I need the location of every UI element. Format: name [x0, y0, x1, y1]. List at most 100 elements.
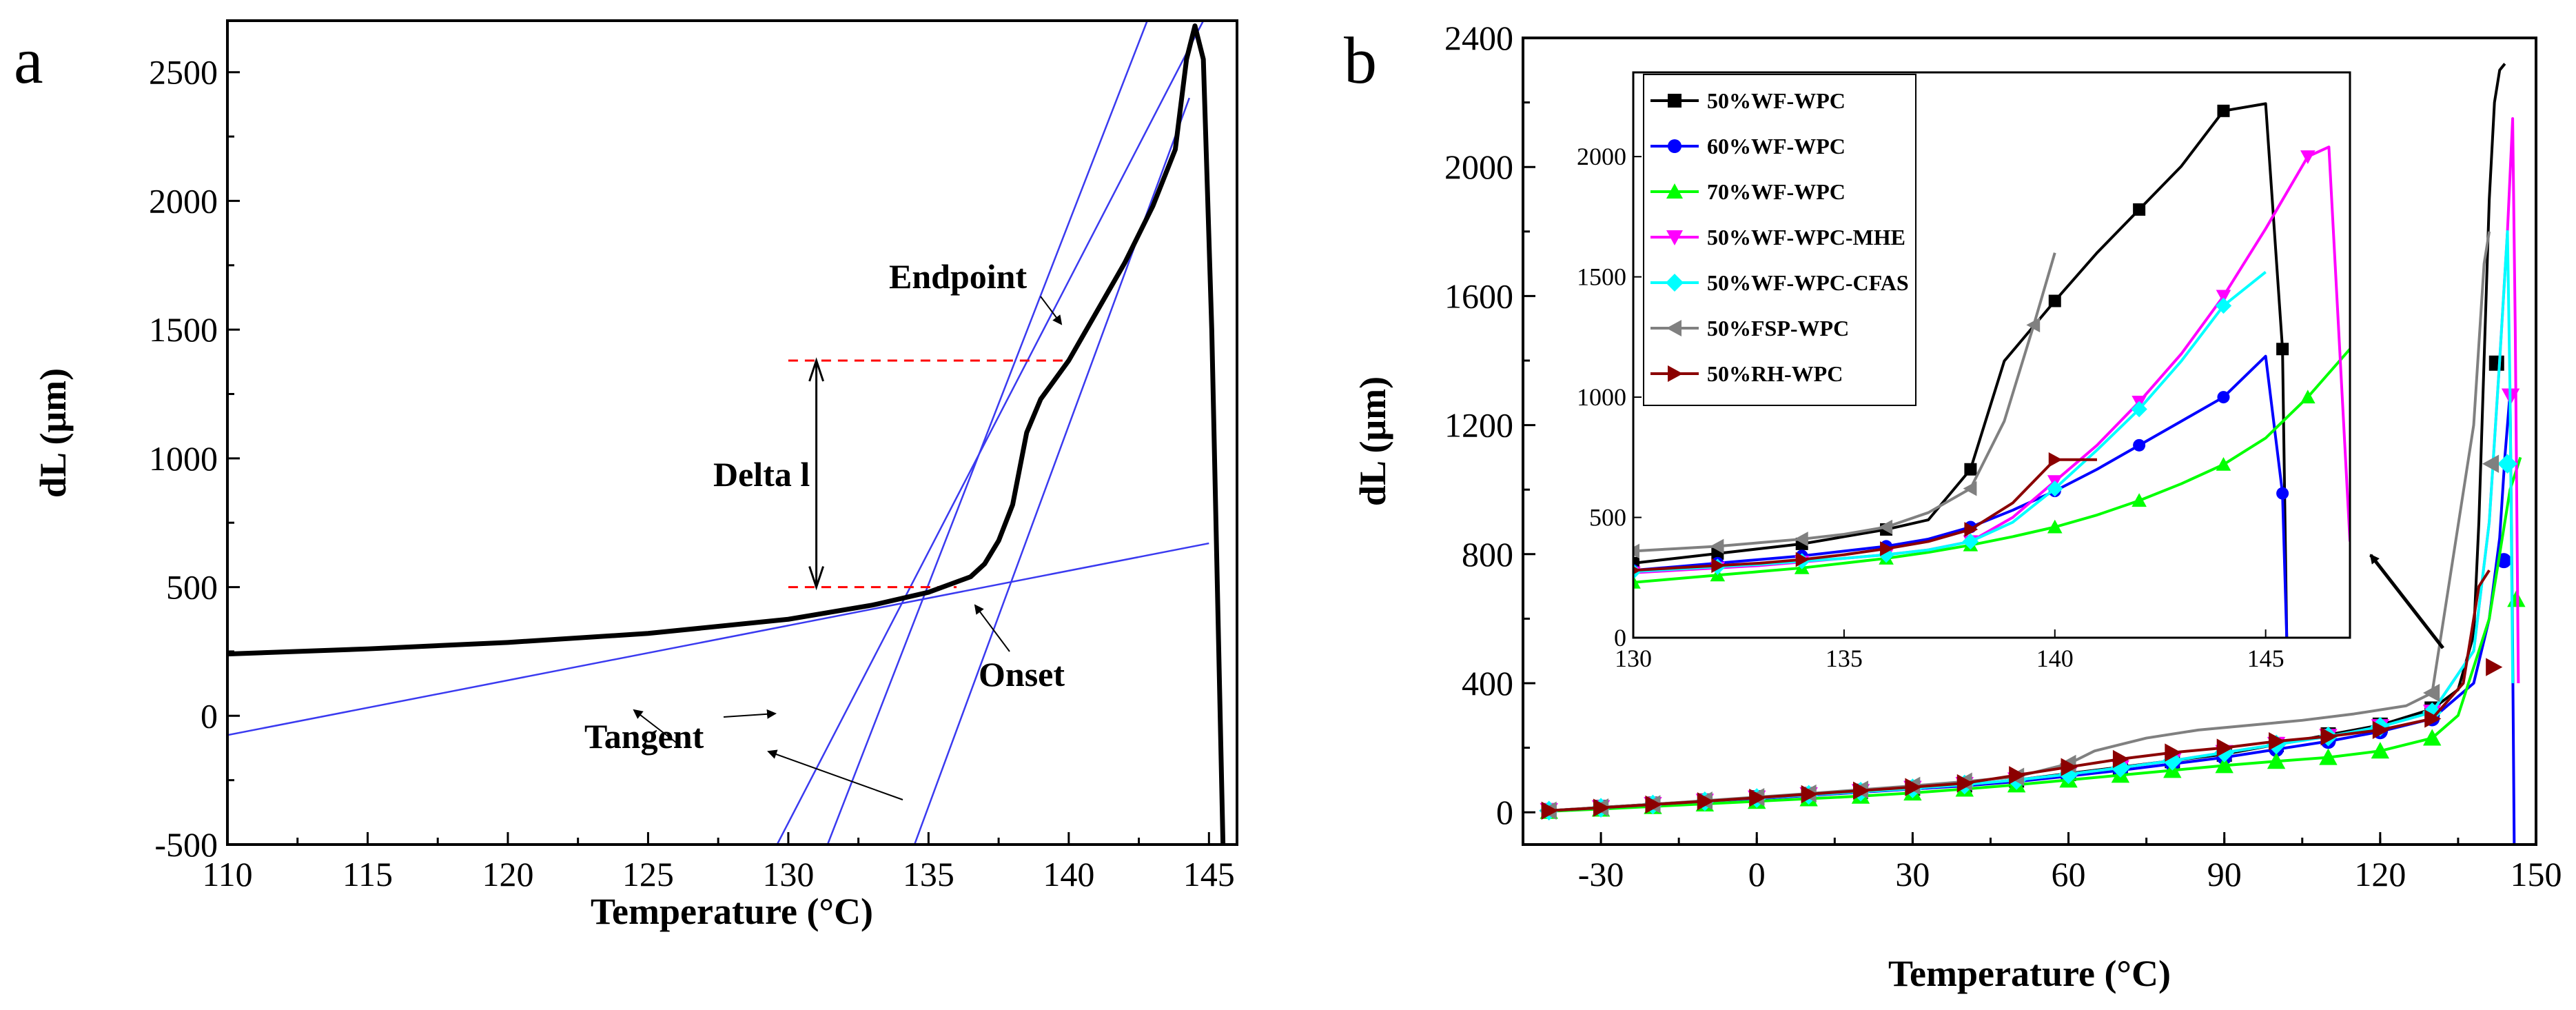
tangent-line — [826, 21, 1148, 845]
inset-data-point — [2215, 297, 2232, 314]
panel-a-y-tick-label: -500 — [154, 825, 218, 864]
panel-b-inset: 130 135 140 145 0 500 1000 1500 2000 50%WF-WPC 60… — [1577, 71, 2351, 672]
inset-series-50%RH-WPC — [1633, 452, 2097, 575]
legend-label: 60%WF-WPC — [1707, 134, 1846, 159]
inset-data-point — [1794, 532, 1808, 547]
data-point — [2372, 720, 2390, 740]
inset-data-point — [2026, 317, 2041, 333]
panel-a-y-tick-label: 2500 — [149, 53, 218, 92]
data-point — [2267, 752, 2286, 769]
panel-b-y-tick-label: 2000 — [1444, 148, 1513, 186]
inset-series — [1633, 102, 2350, 638]
data-point — [2423, 683, 2440, 703]
inset-data-point — [2047, 519, 2063, 534]
inset-data-point — [1880, 541, 1894, 556]
dilatometry-curve — [227, 23, 1226, 845]
data-point — [2497, 454, 2517, 474]
inset-data-point — [1962, 533, 1979, 550]
data-point — [2424, 709, 2442, 728]
panel-b-frame — [1522, 37, 2537, 846]
panel-a-tangent-lines — [227, 21, 1209, 845]
legend-marker — [1668, 365, 1683, 382]
panel-a-y-tick-label: 500 — [166, 568, 218, 607]
legend-label: 50%RH-WPC — [1707, 361, 1843, 386]
panel-a-x-tick-label: 130 — [762, 855, 814, 893]
data-point — [2486, 658, 2503, 676]
panel-a-y-tick-label: 0 — [201, 696, 218, 735]
inset-data-point — [2216, 456, 2231, 471]
inset-x-tick-label: 130 — [1615, 645, 1652, 672]
data-point — [2061, 758, 2078, 776]
inset-data-point — [2300, 390, 2316, 404]
data-point — [1801, 785, 1818, 804]
tangent-arrow-1 — [633, 709, 679, 745]
data-point — [2009, 766, 2026, 785]
legend-marker — [1668, 94, 1681, 108]
legend-label: 50%WF-WPC-MHE — [1707, 225, 1905, 250]
panel-a-ticks: 110 115 120 125 130 135 140 145 -500 0 500 1000 1500… — [149, 53, 1235, 893]
inset-data-point — [2132, 493, 2147, 507]
legend-entry: 50%FSP-WPC — [1650, 316, 1849, 341]
inset-data-point — [2133, 438, 2146, 452]
panel-a-x-axis-title: Temperature (°C) — [591, 891, 873, 932]
panel-a-reference-lines — [788, 357, 1069, 591]
legend-entry: 60%WF-WPC — [1650, 134, 1846, 159]
annotation-tangent: Tangent — [584, 717, 704, 756]
inset-data-point — [2133, 203, 2146, 216]
panel-b-y-axis-title: dL (μm) — [1352, 376, 1393, 506]
data-point — [2112, 749, 2130, 769]
series-50%RH-WPC — [1541, 569, 2503, 820]
inset-data-point — [1710, 538, 1724, 554]
panel-a: a dL (μm) Temperature (°C) 110 115 120 125 1… — [14, 19, 1238, 932]
panel-a-x-tick-label: 145 — [1183, 855, 1235, 893]
panel-b-y-tick-label: 400 — [1462, 664, 1513, 703]
legend-marker — [1666, 320, 1681, 336]
legend-entry: 50%WF-WPC-MHE — [1650, 225, 1905, 250]
data-point — [2320, 727, 2338, 746]
inset-data-point — [2047, 480, 2063, 497]
legend-label: 50%WF-WPC-CFAS — [1707, 270, 1909, 295]
onset-arrow — [974, 604, 1010, 652]
panel-b-x-tick-label: 0 — [1748, 855, 1766, 893]
data-point — [2319, 748, 2338, 765]
panel-a-x-tick-label: 120 — [482, 855, 533, 893]
data-point — [1956, 774, 1974, 793]
inset-y-tick-label: 0 — [1614, 624, 1626, 652]
inset-ticks: 130 135 140 145 0 500 1000 1500 2000 — [1577, 143, 2284, 672]
inset-series-line — [1633, 458, 2097, 572]
panel-b-x-tick-label: -30 — [1578, 855, 1624, 893]
panel-a-frame — [226, 19, 1238, 846]
legend-marker — [1666, 183, 1683, 199]
data-point — [2488, 355, 2504, 371]
panel-b-x-tick-label: 60 — [2052, 855, 2086, 893]
inset-y-tick-label: 1500 — [1577, 263, 1626, 291]
tangent-line — [776, 21, 1205, 845]
data-point — [2165, 743, 2182, 762]
legend-entry: 50%WF-WPC — [1650, 88, 1846, 113]
panel-a-x-tick-label: 125 — [622, 855, 674, 893]
inset-series-50%FSP-WPC — [1633, 252, 2056, 559]
data-point — [2269, 732, 2286, 751]
data-point — [1541, 801, 1558, 820]
data-point — [2423, 729, 2442, 746]
tangent-arrow-2 — [723, 709, 777, 719]
panel-a-y-axis-title: dL (μm) — [32, 368, 74, 498]
data-point — [2482, 454, 2500, 473]
annotation-delta: Delta l — [713, 455, 810, 494]
data-point — [2110, 758, 2131, 778]
series-line — [1548, 456, 2522, 813]
data-point — [1697, 792, 1715, 811]
inset-data-point — [2217, 104, 2230, 117]
inset-series-line — [1633, 252, 2056, 553]
data-point — [1593, 798, 1611, 817]
data-point — [1645, 795, 1662, 814]
panel-b-x-tick-label: 150 — [2511, 855, 2562, 893]
inset-y-tick-label: 2000 — [1577, 143, 1626, 170]
inset-frame — [1632, 71, 2351, 639]
inset-x-tick-label: 140 — [2036, 645, 2074, 672]
inset-x-tick-label: 135 — [1826, 645, 1863, 672]
legend-marker — [1666, 274, 1684, 292]
inset-data-point — [1633, 556, 1639, 569]
